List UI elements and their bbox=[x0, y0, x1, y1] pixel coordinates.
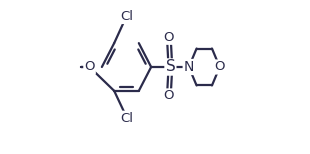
Text: Cl: Cl bbox=[120, 112, 133, 125]
Text: O: O bbox=[215, 61, 225, 73]
Text: O: O bbox=[84, 61, 95, 73]
Text: O: O bbox=[84, 61, 95, 73]
Text: Cl: Cl bbox=[120, 10, 133, 23]
Text: O: O bbox=[164, 31, 174, 44]
Text: N: N bbox=[184, 60, 194, 74]
Text: O: O bbox=[164, 89, 174, 102]
Text: Cl: Cl bbox=[120, 112, 133, 125]
Text: O: O bbox=[164, 31, 174, 44]
Text: S: S bbox=[166, 59, 175, 75]
Text: Cl: Cl bbox=[120, 10, 133, 23]
Text: S: S bbox=[166, 59, 175, 75]
Text: N: N bbox=[184, 60, 194, 74]
Text: O: O bbox=[164, 89, 174, 102]
Text: O: O bbox=[215, 61, 225, 73]
